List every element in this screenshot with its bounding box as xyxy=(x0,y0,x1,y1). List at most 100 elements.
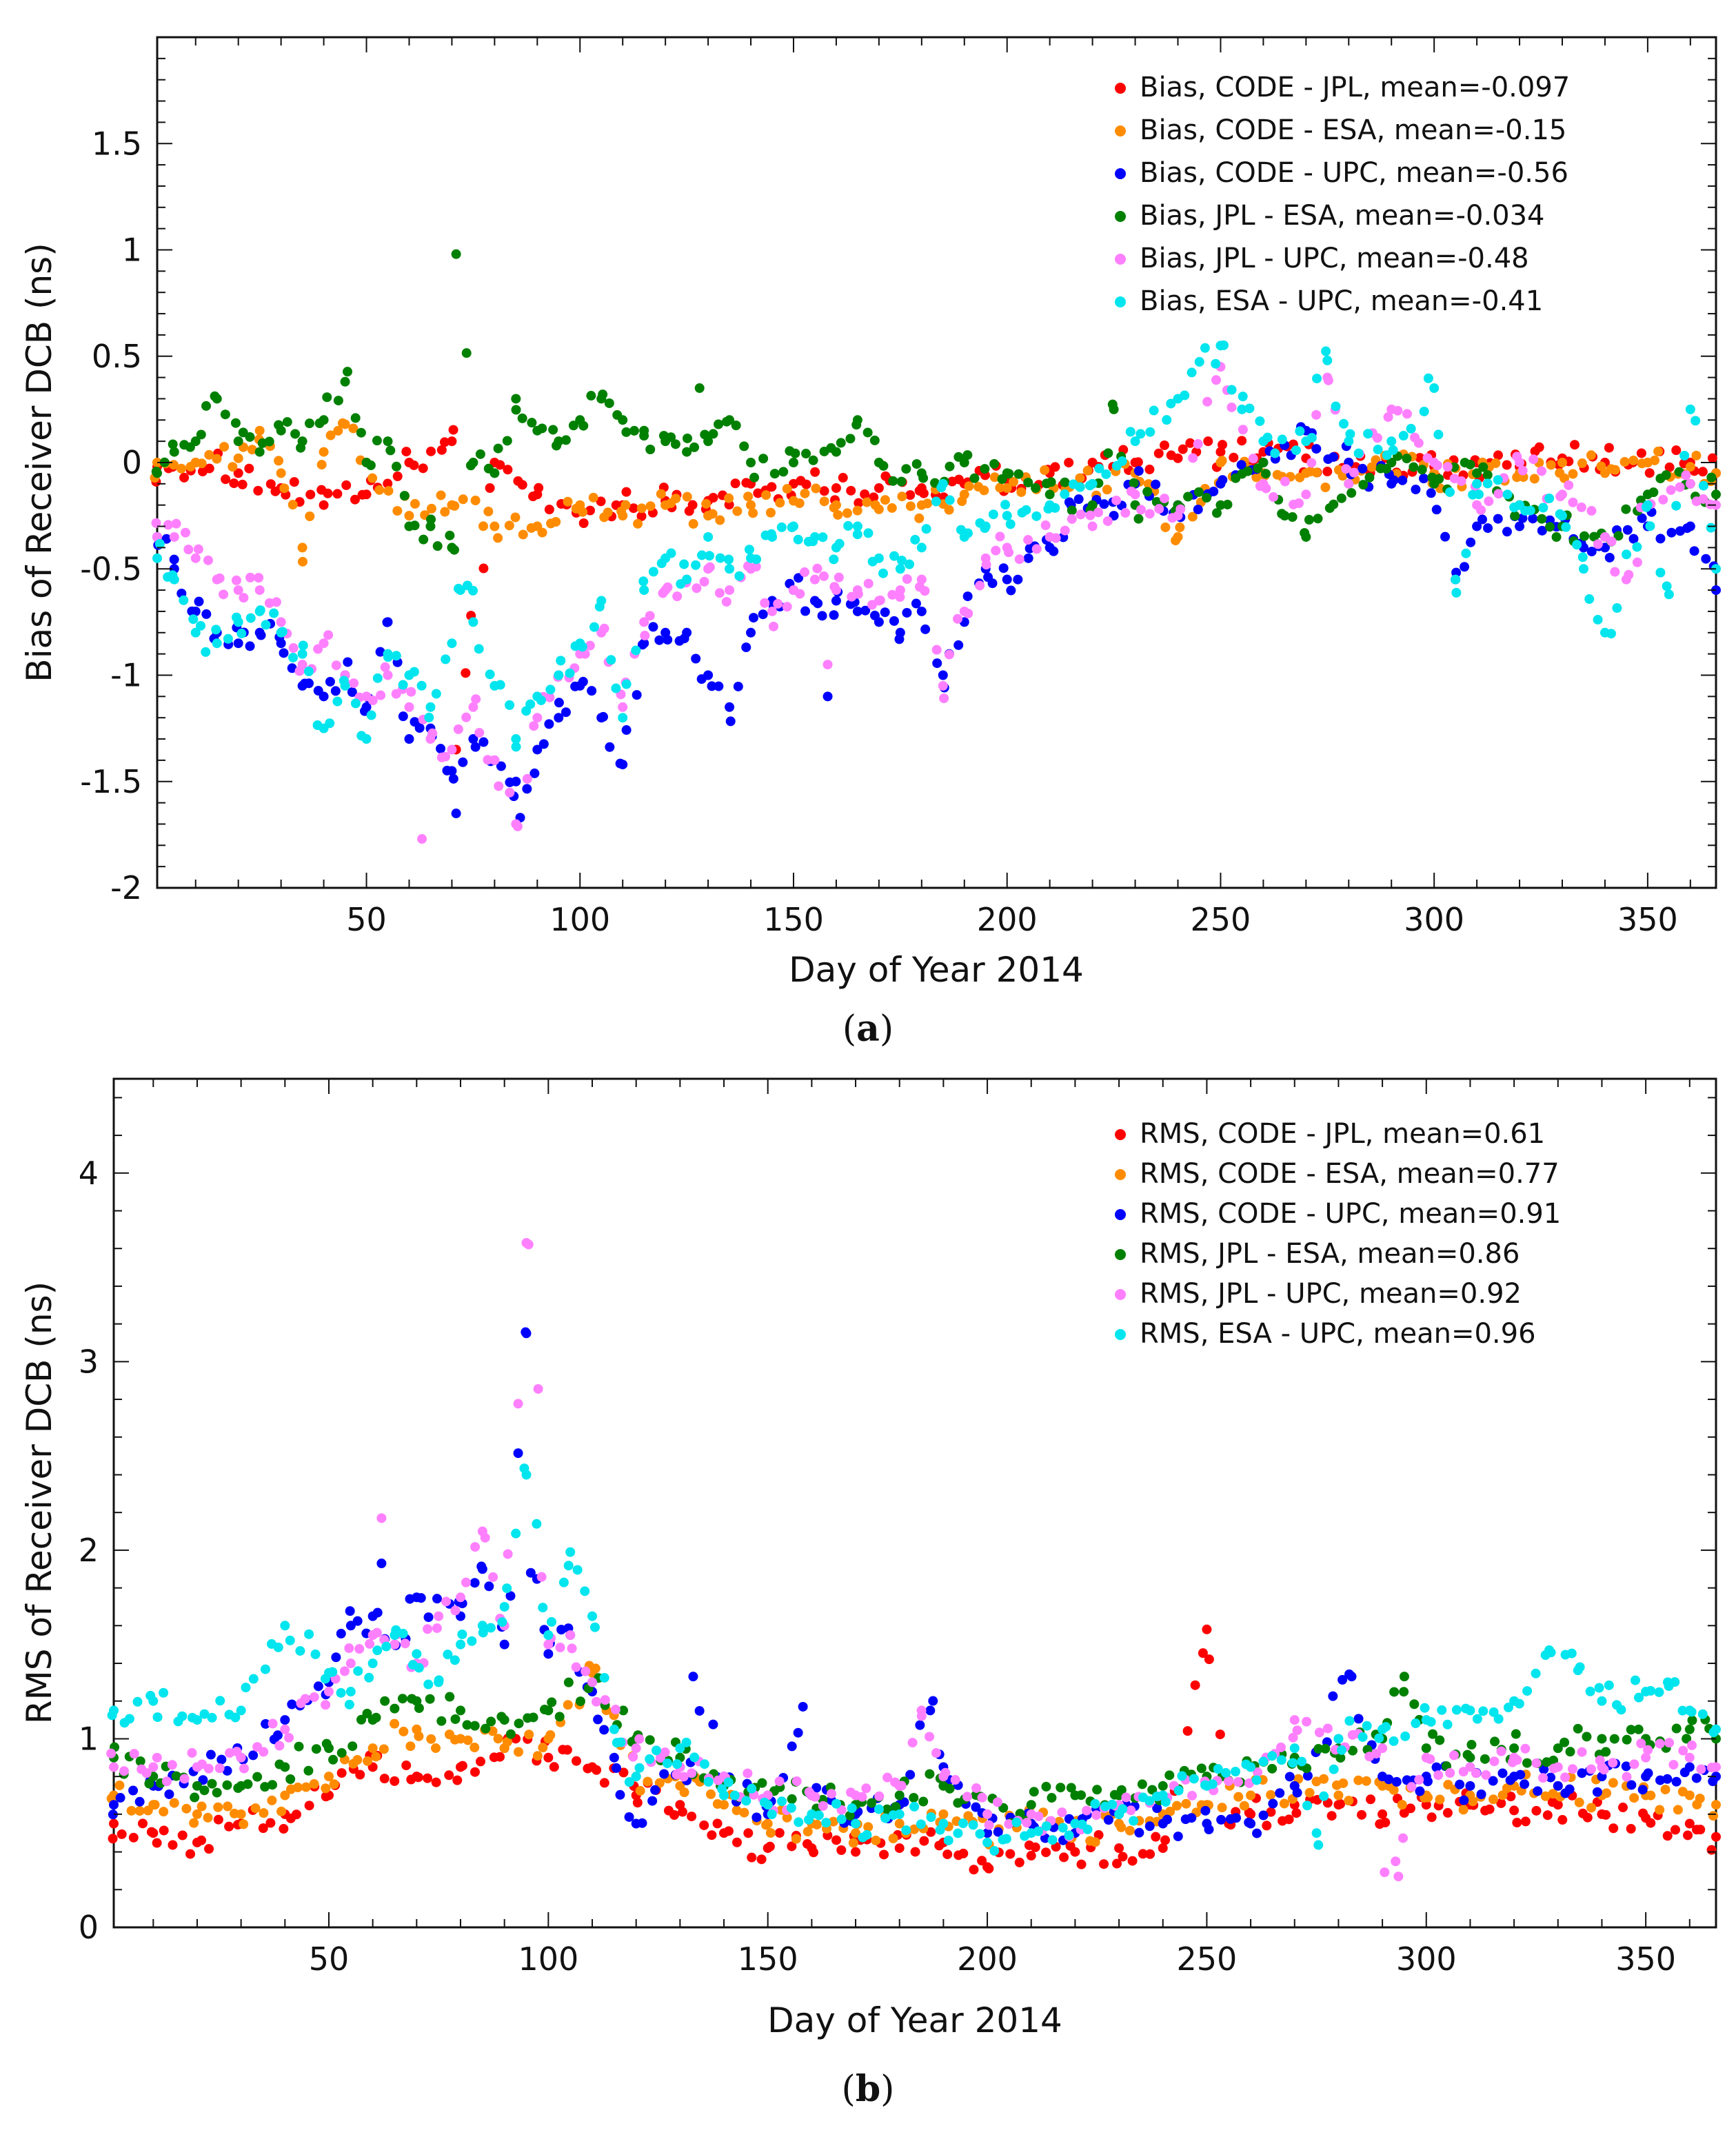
data-point xyxy=(456,1762,466,1772)
data-point xyxy=(499,1743,509,1754)
data-point xyxy=(220,409,230,420)
data-point xyxy=(1044,489,1055,500)
data-point xyxy=(902,574,912,584)
legend-marker xyxy=(1115,1209,1126,1220)
data-point xyxy=(1683,1830,1693,1840)
data-point xyxy=(640,631,650,641)
data-point xyxy=(1429,383,1440,394)
data-point xyxy=(196,429,206,440)
data-point xyxy=(1014,554,1025,565)
data-point xyxy=(372,1645,383,1656)
data-point xyxy=(1215,500,1226,510)
data-point xyxy=(229,478,239,489)
data-point xyxy=(894,1790,905,1801)
data-point xyxy=(1160,1835,1171,1845)
data-point xyxy=(982,1862,993,1872)
data-point xyxy=(1593,614,1603,625)
data-point xyxy=(269,608,279,618)
data-point xyxy=(1671,1723,1682,1734)
data-point xyxy=(743,491,754,502)
data-point xyxy=(1041,1781,1051,1792)
x-axis-label-b: Day of Year 2014 xyxy=(767,2000,1062,2040)
data-point xyxy=(1246,1762,1256,1772)
data-point xyxy=(889,551,900,561)
data-point xyxy=(826,1789,836,1799)
data-point xyxy=(1070,1790,1080,1801)
data-point xyxy=(185,1849,196,1859)
data-point xyxy=(463,1735,473,1745)
axis-ticks-a: 50 100 150 200 250 300 350-2-1.5-1-0.500.511.5 xyxy=(80,37,1716,938)
data-point xyxy=(1707,453,1717,463)
data-point xyxy=(416,680,427,691)
data-point xyxy=(1399,1687,1409,1697)
data-point xyxy=(548,425,558,435)
data-point xyxy=(741,642,751,653)
data-point xyxy=(909,1824,919,1834)
data-point xyxy=(511,776,521,787)
data-point xyxy=(1353,1775,1364,1785)
data-point xyxy=(154,538,165,549)
data-point xyxy=(1666,527,1677,538)
data-point xyxy=(1217,1803,1227,1813)
data-point xyxy=(580,1586,590,1596)
data-point xyxy=(1465,1705,1475,1716)
data-point xyxy=(639,585,649,596)
data-point xyxy=(468,617,478,627)
data-point xyxy=(1331,401,1341,412)
data-point xyxy=(1622,525,1633,535)
x-tick-label: 350 xyxy=(1615,1940,1676,1978)
data-point xyxy=(181,1803,192,1814)
data-point xyxy=(128,1832,139,1843)
data-point xyxy=(714,588,725,598)
data-point xyxy=(916,574,927,585)
data-point xyxy=(834,572,844,582)
data-point xyxy=(862,427,873,438)
data-point xyxy=(748,508,758,518)
data-point xyxy=(1610,567,1620,577)
data-point xyxy=(190,458,201,467)
data-point xyxy=(761,490,771,500)
data-point xyxy=(1557,511,1567,521)
data-point xyxy=(468,702,478,712)
data-point xyxy=(654,1778,665,1788)
data-point xyxy=(1560,1772,1571,1783)
data-point xyxy=(1057,1807,1067,1818)
data-point xyxy=(763,1843,773,1854)
data-point xyxy=(1695,1794,1705,1804)
data-point xyxy=(1402,409,1412,419)
data-point xyxy=(260,1782,270,1792)
data-point xyxy=(1544,494,1555,504)
data-point xyxy=(352,1616,363,1626)
data-point xyxy=(719,1800,729,1810)
data-point xyxy=(1586,1803,1597,1813)
data-point xyxy=(1302,1716,1312,1727)
data-point xyxy=(788,458,798,467)
data-point xyxy=(1329,1764,1339,1774)
data-point xyxy=(905,559,915,569)
data-point xyxy=(1338,418,1349,429)
data-point xyxy=(1107,1799,1118,1809)
data-point xyxy=(1109,404,1119,414)
data-point xyxy=(888,476,898,486)
data-point xyxy=(258,1823,268,1834)
data-point xyxy=(729,1790,740,1801)
data-point xyxy=(367,473,378,483)
data-point xyxy=(406,687,416,697)
data-point xyxy=(352,1755,363,1765)
data-point xyxy=(953,1828,963,1838)
data-point xyxy=(169,554,179,565)
data-point xyxy=(687,1768,697,1778)
data-point xyxy=(1509,1772,1520,1782)
data-point xyxy=(1553,1781,1563,1791)
data-point xyxy=(297,542,307,553)
data-point xyxy=(1284,1772,1295,1782)
data-point xyxy=(1575,1662,1585,1672)
data-point xyxy=(106,1748,117,1758)
data-point xyxy=(575,415,585,425)
data-point xyxy=(1198,1648,1208,1659)
data-point xyxy=(447,500,457,510)
data-point xyxy=(749,613,759,623)
data-point xyxy=(1633,1724,1644,1734)
data-point xyxy=(609,1724,619,1734)
data-point xyxy=(980,553,991,563)
